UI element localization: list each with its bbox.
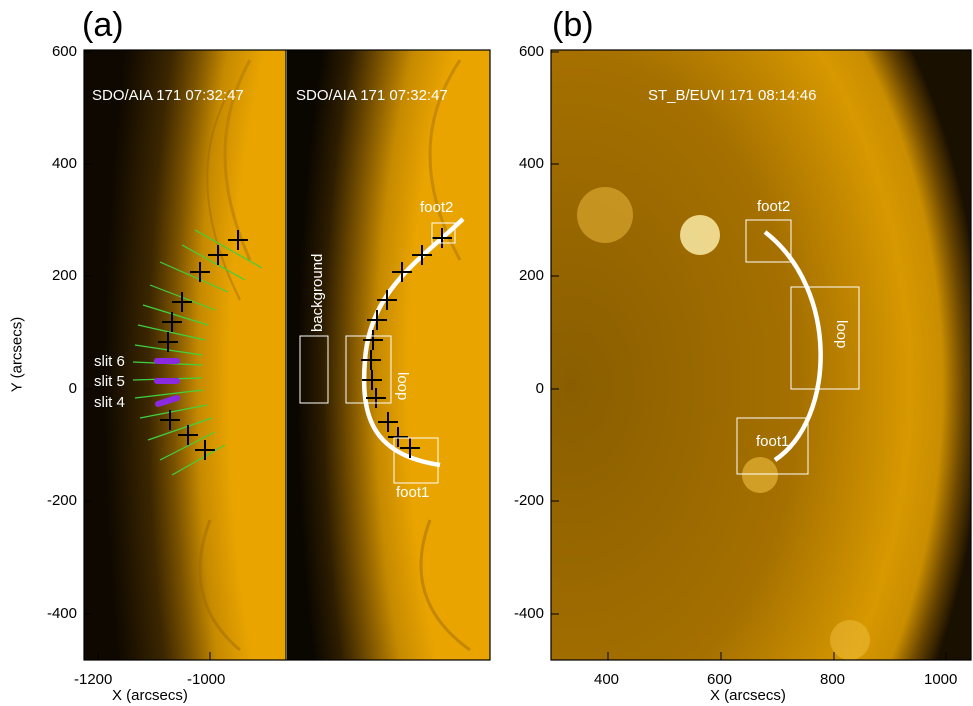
panel-a-x-ticks (97, 652, 211, 660)
foot2-box-a (431, 222, 456, 244)
background-box (299, 335, 329, 404)
slit-4-label: slit 4 (94, 394, 125, 411)
b-ytick-m400: -400 (513, 605, 544, 622)
a-ytick-600: 600 (51, 43, 77, 60)
loop-box-a (345, 335, 392, 404)
b-xtick-800: 800 (820, 671, 846, 688)
a-ytick-m400: -400 (46, 605, 77, 622)
background-label: background (309, 254, 326, 332)
b-xtick-600: 600 (707, 671, 733, 688)
panel-b-frame (550, 49, 972, 661)
panel-b-letter: (b) (552, 6, 594, 44)
loop-label-a: loop (394, 372, 411, 400)
panel-a-y-ticks (84, 51, 92, 615)
panel-a-right-title: SDO/AIA 171 07:32:47 (296, 87, 448, 104)
panel-b-xlabel: X (arcsecs) (710, 687, 786, 704)
panel-a-left-crosses (158, 230, 248, 460)
a-ytick-400: 400 (51, 155, 77, 172)
panel-b-image (551, 50, 971, 660)
b-xtick-1000: 1000 (924, 671, 958, 688)
panel-a-frame (83, 49, 491, 661)
foot2-label-a: foot2 (420, 199, 453, 216)
foot1-box-b (736, 417, 809, 475)
panel-a-xlabel: X (arcsecs) (112, 687, 188, 704)
b-ytick-400: 400 (518, 155, 544, 172)
b-xtick-400: 400 (594, 671, 620, 688)
foot1-label-b: foot1 (756, 433, 789, 450)
panel-b-y-ticks (551, 51, 947, 660)
foot2-box-b (745, 219, 792, 263)
panel-a-left-image (84, 50, 286, 660)
loop-label-b: loop (833, 320, 850, 348)
slit-5-label: slit 5 (94, 373, 125, 390)
panel-a-boxes (299, 222, 456, 484)
panel-a-left-title: SDO/AIA 171 07:32:47 (92, 87, 244, 104)
panel-a-ylabel: Y (arcsecs) (8, 316, 26, 393)
a-xtick-m1200: -1200 (74, 671, 113, 688)
panel-b-title: ST_B/EUVI 171 08:14:46 (648, 87, 816, 104)
panel-b-boxes (736, 219, 860, 475)
foot1-label-a: foot1 (396, 484, 429, 501)
b-ytick-200: 200 (518, 267, 544, 284)
panel-a-letter: (a) (82, 6, 124, 44)
a-ytick-m200: -200 (46, 492, 77, 509)
purple-slits (154, 358, 180, 407)
panel-b-loop-curve (763, 230, 823, 462)
slit-6-label: slit 6 (94, 353, 125, 370)
a-xtick-m1000: -1000 (187, 671, 226, 688)
b-ytick-m200: -200 (513, 492, 544, 509)
loop-box-b (790, 286, 860, 390)
b-ytick-600: 600 (518, 43, 544, 60)
foot1-box-a (393, 437, 439, 484)
panel-a-right-crosses (361, 228, 452, 458)
a-ytick-0: 0 (68, 380, 77, 397)
b-ytick-0: 0 (535, 380, 544, 397)
panel-a-right-image (287, 50, 490, 660)
foot2-label-b: foot2 (757, 198, 790, 215)
a-ytick-200: 200 (51, 267, 77, 284)
